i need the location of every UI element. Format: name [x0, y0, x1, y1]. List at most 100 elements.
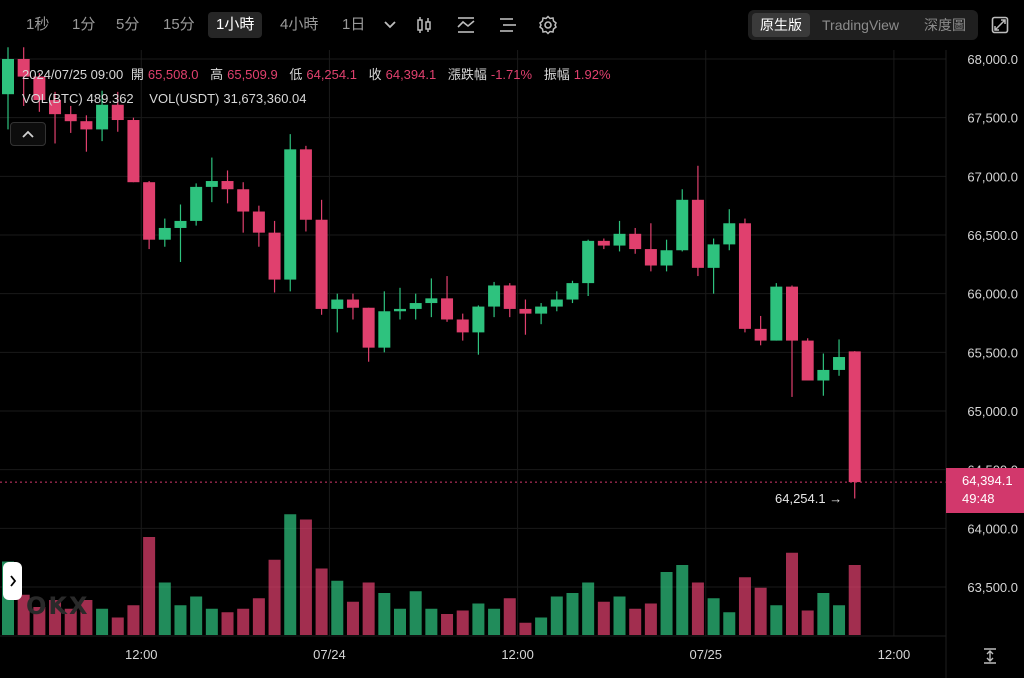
- amplitude-value: 1.92%: [573, 67, 611, 82]
- time-tick-label: 12:00: [125, 647, 158, 662]
- settings-gear-icon[interactable]: [536, 13, 560, 37]
- price-axis: 68,000.0 67,500.0 67,000.0 66,500.0 66,000.0…: [967, 52, 1018, 595]
- volume-bar: [582, 582, 595, 635]
- time-tick-label: 12:00: [878, 647, 911, 662]
- open-label: 開: [130, 67, 144, 82]
- ohlc-legend: 2024/07/25 09:00 開 65,508.0 高 65,509.9 低 64…: [22, 64, 619, 83]
- volume-bar: [441, 614, 454, 635]
- candle-body: [817, 369, 830, 381]
- volume-bar: [394, 608, 406, 635]
- volume-bar: [770, 605, 783, 635]
- last-price-tag: 64,394.1 49:48: [946, 468, 1024, 513]
- candle-body: [394, 308, 406, 312]
- timeframe-1s[interactable]: 1秒: [26, 16, 50, 33]
- change-label: 漲跌幅: [447, 67, 487, 82]
- volume-bar: [315, 568, 328, 635]
- volume-bar: [17, 594, 30, 635]
- indicator-icon[interactable]: [454, 13, 478, 37]
- timeframe-1h[interactable]: 1小時: [208, 12, 263, 38]
- volume-bar: [786, 552, 798, 635]
- volume-bar: [456, 610, 469, 635]
- volume-bar: [49, 600, 62, 635]
- timeframe-15m[interactable]: 15分: [163, 16, 195, 33]
- volume-bar: [566, 593, 579, 635]
- volume-bar: [754, 587, 767, 635]
- price-tick-label: 68,000.0: [967, 52, 1018, 67]
- price-tick-label: 65,500.0: [967, 345, 1018, 360]
- volume-bar: [205, 608, 218, 635]
- low-price-marker: 64,254.1 →: [775, 491, 843, 506]
- candle-body: [456, 319, 469, 333]
- candle-body: [566, 283, 579, 300]
- time-axis: 12:00 07/24 12:00 07/25 12:00: [125, 647, 910, 662]
- candle-type-icon[interactable]: [412, 13, 436, 37]
- close-label: 收: [368, 67, 382, 82]
- view-depth[interactable]: 深度圖: [924, 17, 966, 33]
- timeframe-1d[interactable]: 1日: [342, 16, 366, 33]
- candle-body: [64, 114, 77, 122]
- volume-bar: [237, 608, 250, 635]
- time-tick-label: 07/25: [689, 647, 722, 662]
- low-value: 64,254.1: [306, 67, 357, 82]
- price-tick-label: 65,000.0: [967, 404, 1018, 419]
- volume-bar: [252, 598, 265, 635]
- candle-body: [582, 240, 595, 284]
- candle-body: [80, 121, 93, 130]
- volume-bar: [472, 603, 485, 635]
- last-price-value: 64,394.1: [962, 473, 1013, 488]
- candle-body: [441, 298, 454, 320]
- candle-body: [738, 223, 751, 329]
- volume-bar: [644, 603, 657, 635]
- candle-body: [284, 149, 297, 280]
- volume-bar: [613, 596, 626, 635]
- timeframe-5m[interactable]: 5分: [116, 16, 140, 33]
- candle-body: [409, 303, 422, 309]
- drawing-list-icon[interactable]: [496, 13, 520, 37]
- candle-body: [158, 227, 171, 240]
- candle-body: [613, 233, 626, 246]
- candle-body: [362, 307, 375, 348]
- candle-body: [833, 357, 846, 370]
- volume-bar: [833, 605, 846, 635]
- candle-body: [801, 340, 814, 381]
- volume-bar: [80, 600, 93, 635]
- volume-bar: [284, 514, 297, 635]
- timeframe-1m[interactable]: 1分: [72, 16, 96, 33]
- collapse-legend-button[interactable]: [10, 122, 46, 146]
- volume-bar: [378, 593, 391, 635]
- open-value: 65,508.0: [147, 67, 199, 82]
- chevron-down-icon[interactable]: [378, 13, 402, 37]
- candle-body: [488, 285, 501, 307]
- view-native[interactable]: 原生版: [752, 13, 810, 37]
- view-tradingview[interactable]: TradingView: [822, 17, 900, 33]
- volume-bar: [190, 596, 203, 635]
- candle-body: [503, 285, 516, 309]
- amplitude-label: 振幅: [543, 67, 570, 82]
- expand-sidebar-button[interactable]: [3, 562, 22, 600]
- candle-body: [346, 299, 359, 308]
- chevron-right-icon: [9, 575, 16, 587]
- vol-btc-label: VOL(BTC): [22, 91, 83, 106]
- volume-bar: [801, 610, 814, 635]
- price-tick-label: 66,500.0: [967, 228, 1018, 243]
- volume-bar: [331, 580, 344, 635]
- volume-bar: [158, 582, 171, 635]
- volume-bar: [64, 608, 77, 635]
- top-toolbar: 1秒 1分 5分 15分 1小時 4小時 1日 原生版 TradingView …: [0, 0, 1024, 50]
- timeframe-4h[interactable]: 4小時: [280, 16, 319, 33]
- candle-body: [33, 76, 46, 101]
- candle-body: [111, 104, 124, 121]
- volume-bars: [2, 514, 861, 635]
- volume-bar: [96, 608, 109, 635]
- candle-body: [237, 189, 250, 212]
- volume-bar: [550, 596, 563, 635]
- volume-bar: [33, 607, 46, 635]
- fullscreen-icon[interactable]: [988, 13, 1012, 37]
- candle-countdown: 49:48: [962, 491, 995, 506]
- candle-body: [17, 59, 30, 77]
- close-value: 64,394.1: [385, 67, 437, 82]
- volume-bar: [143, 537, 156, 635]
- auto-scale-button[interactable]: [978, 644, 1002, 668]
- candle-body: [754, 328, 767, 341]
